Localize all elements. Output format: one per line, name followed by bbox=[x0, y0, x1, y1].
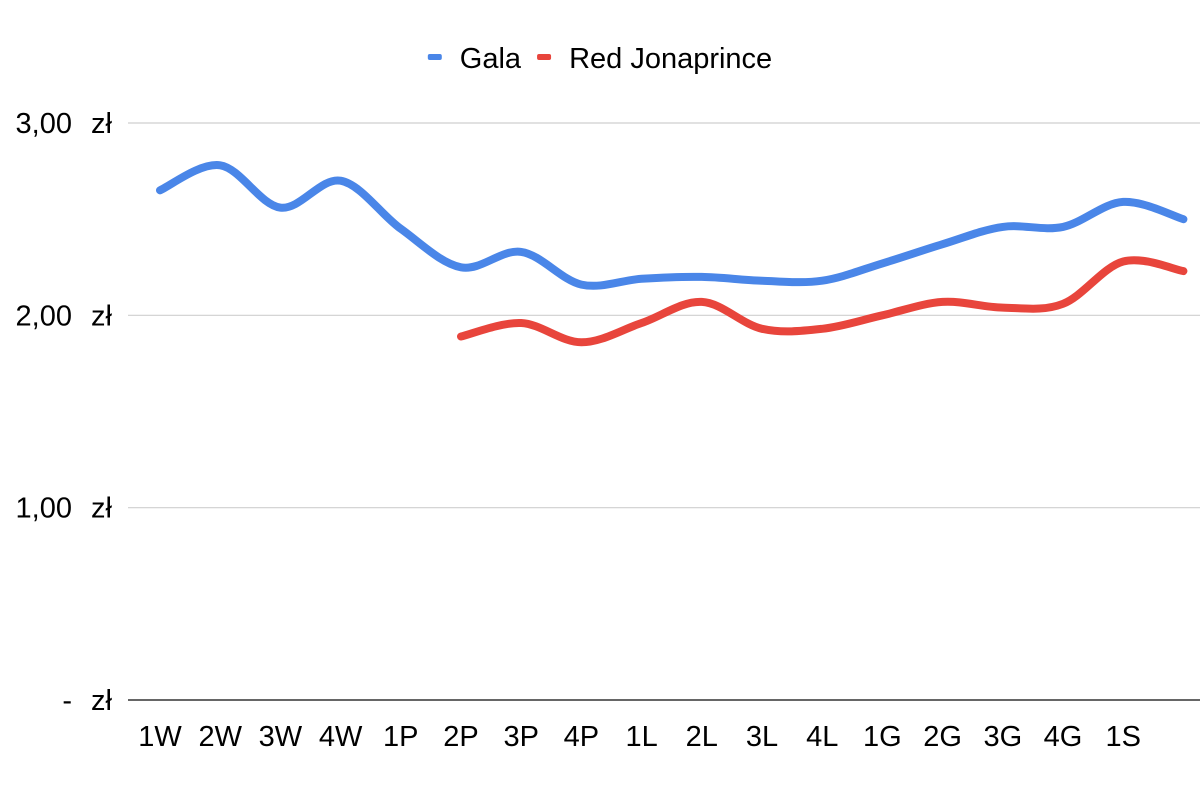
x-tick-label: 1G bbox=[863, 721, 902, 753]
x-tick-label: 1W bbox=[138, 721, 182, 753]
legend: Gala Red Jonaprince bbox=[427, 43, 772, 75]
x-tick-label: 3L bbox=[746, 721, 778, 753]
x-tick-label: 4L bbox=[806, 721, 838, 753]
y-axis: 3,00 zł2,00 zł1,00 zł-zł bbox=[16, 108, 113, 717]
x-tick-label: 1P bbox=[383, 721, 418, 753]
series-line-red-jonaprince bbox=[457, 256, 1188, 347]
x-tick-label: 3W bbox=[259, 721, 303, 753]
x-tick-label: 4G bbox=[1044, 721, 1083, 753]
y-tick-label: 3,00 bbox=[16, 108, 72, 140]
x-tick-label: 2L bbox=[686, 721, 718, 753]
y-tick-unit: zł bbox=[91, 493, 113, 525]
x-tick-label: 4P bbox=[564, 721, 599, 753]
y-tick-label: 2,00 bbox=[16, 300, 72, 332]
y-tick-label: 1,00 bbox=[16, 493, 72, 525]
legend-label-red-jonaprince: Red Jonaprince bbox=[569, 43, 772, 75]
y-tick-unit: zł bbox=[91, 108, 113, 140]
series-line-gala bbox=[156, 161, 1188, 290]
x-tick-label: 1L bbox=[625, 721, 657, 753]
x-axis: 1W 2W 3W 4W 1P 2P 3P 4P 1L 2L 3L 4L 1G 2G 3G 4G 1S bbox=[138, 721, 1141, 753]
x-tick-label: 2G bbox=[923, 721, 962, 753]
grid bbox=[128, 122, 1200, 701]
legend-swatch-gala bbox=[427, 54, 442, 60]
x-tick-label: 3G bbox=[983, 721, 1022, 753]
legend-label-gala: Gala bbox=[460, 43, 522, 75]
x-tick-label: 2P bbox=[443, 721, 478, 753]
y-tick-unit: zł bbox=[91, 685, 113, 717]
legend-swatch-red-jonaprince bbox=[537, 54, 552, 60]
series-group bbox=[156, 161, 1188, 347]
x-tick-label: 1S bbox=[1105, 721, 1140, 753]
y-tick-unit: zł bbox=[91, 300, 113, 332]
x-tick-label: 4W bbox=[319, 721, 363, 753]
y-tick-label: - bbox=[62, 685, 72, 717]
x-tick-label: 3P bbox=[503, 721, 538, 753]
x-tick-label: 2W bbox=[198, 721, 242, 753]
